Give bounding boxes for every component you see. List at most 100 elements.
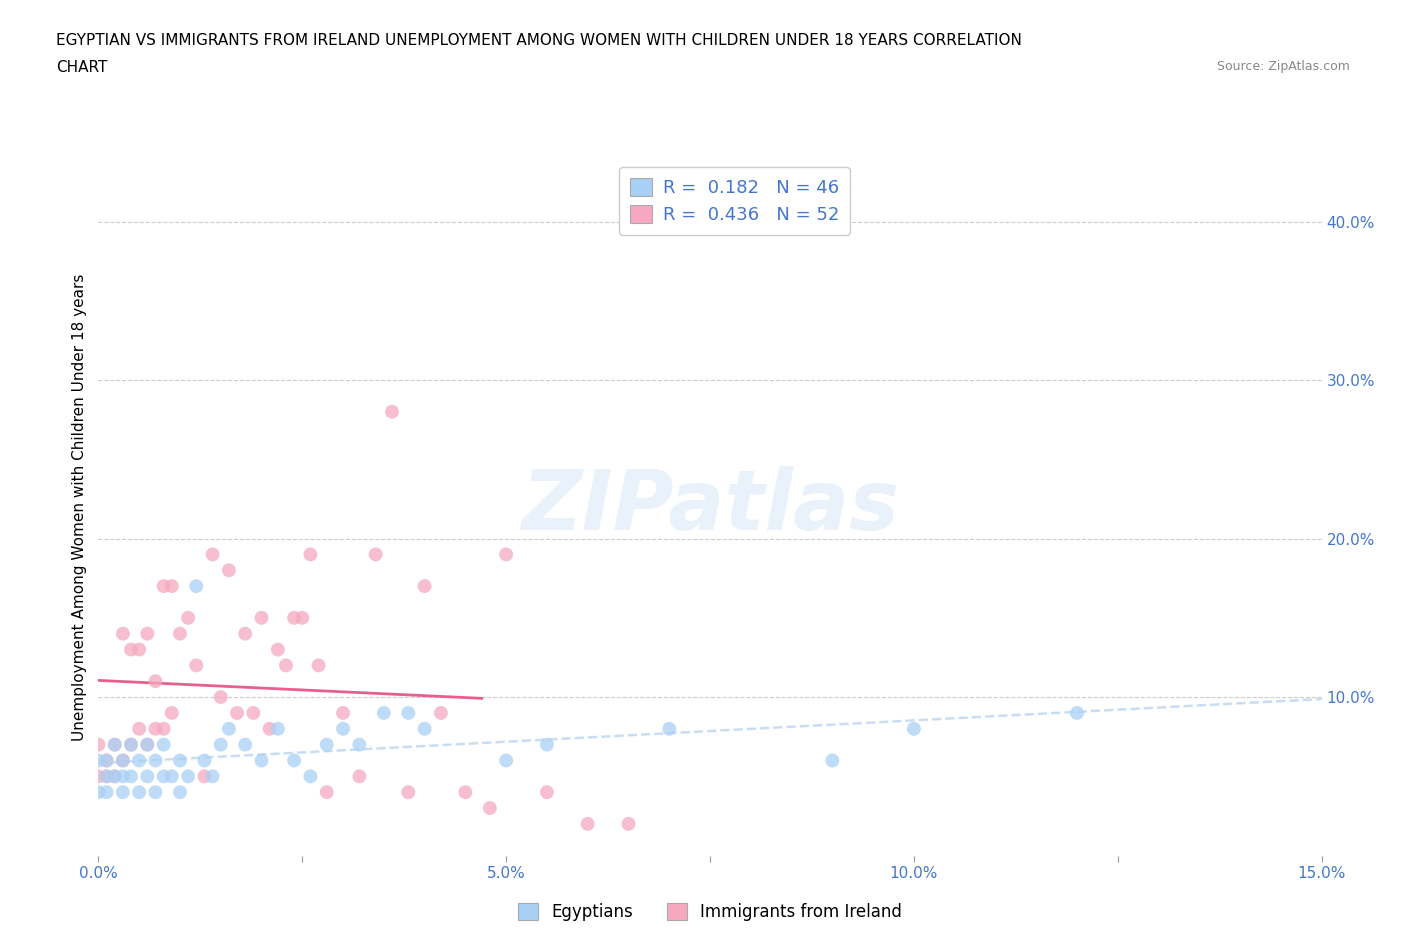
Point [96,785,118,800]
Point [160,769,183,784]
Point [145,673,167,688]
Point [120,737,142,752]
Point [128,753,150,768]
Point [332,722,354,737]
Point [226,706,249,721]
Point [177,769,200,784]
Point [536,737,558,752]
Point [104,737,127,752]
Point [218,722,240,737]
Point [111,769,134,784]
Point [152,737,174,752]
Point [299,769,322,784]
Point [291,610,314,625]
Point [396,785,419,800]
Point [169,785,191,800]
Point [242,706,264,721]
Point [96,753,118,768]
Point [145,753,167,768]
Point [454,785,477,800]
Point [104,769,127,784]
Point [250,610,273,625]
Point [267,642,290,657]
Point [495,547,517,562]
Point [332,706,354,721]
Point [218,563,240,578]
Point [186,658,208,672]
Point [177,610,200,625]
Point [478,801,501,816]
Point [193,753,215,768]
Point [250,753,273,768]
Point [413,578,436,593]
Point [111,753,134,768]
Point [136,737,159,752]
Point [111,753,134,768]
Point [274,658,297,672]
Text: CHART: CHART [56,60,108,75]
Point [267,722,290,737]
Point [193,769,215,784]
Point [120,642,142,657]
Point [160,706,183,721]
Point [821,753,844,768]
Point [381,405,404,419]
Point [658,722,681,737]
Point [430,706,453,721]
Point [145,785,167,800]
Point [283,753,305,768]
Point [413,722,436,737]
Point [209,737,232,752]
Point [201,547,224,562]
Point [128,722,150,737]
Point [96,753,118,768]
Text: ZIPatlas: ZIPatlas [522,466,898,548]
Point [283,610,305,625]
Point [315,785,337,800]
Point [349,737,371,752]
Point [315,737,337,752]
Point [617,817,640,831]
Point [128,785,150,800]
Point [87,785,110,800]
Point [233,626,256,641]
Point [152,578,174,593]
Point [136,737,159,752]
Point [209,690,232,705]
Point [96,769,118,784]
Point [111,626,134,641]
Point [495,753,517,768]
Point [259,722,281,737]
Point [87,769,110,784]
Point [576,817,599,831]
Legend: Egyptians, Immigrants from Ireland: Egyptians, Immigrants from Ireland [508,893,912,930]
Point [120,737,142,752]
Point [136,769,159,784]
Point [120,769,142,784]
Point [349,769,371,784]
Point [201,769,224,784]
Point [152,769,174,784]
Point [87,753,110,768]
Point [299,547,322,562]
Y-axis label: Unemployment Among Women with Children Under 18 years: Unemployment Among Women with Children U… [72,273,87,740]
Point [364,547,387,562]
Text: Source: ZipAtlas.com: Source: ZipAtlas.com [1216,60,1350,73]
Point [536,785,558,800]
Point [104,737,127,752]
Point [160,578,183,593]
Point [308,658,330,672]
Point [169,753,191,768]
Point [396,706,419,721]
Point [1066,706,1088,721]
Point [903,722,925,737]
Point [96,769,118,784]
Point [186,578,208,593]
Point [111,785,134,800]
Point [233,737,256,752]
Point [169,626,191,641]
Point [373,706,395,721]
Point [104,769,127,784]
Point [87,737,110,752]
Point [152,722,174,737]
